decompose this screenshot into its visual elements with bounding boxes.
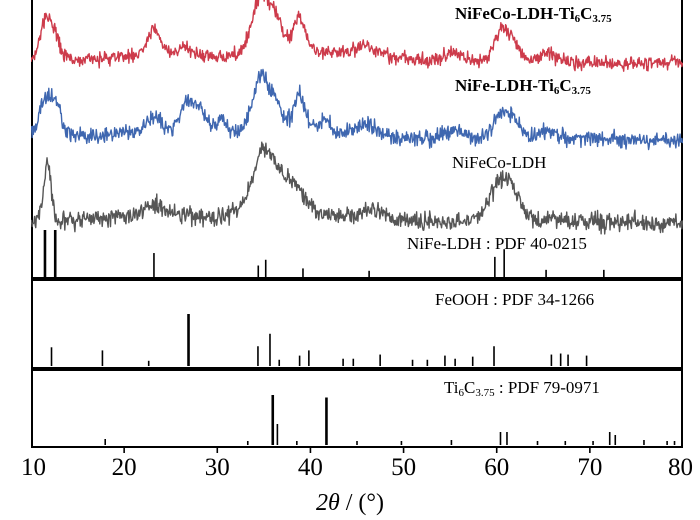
feooh-panel-frame	[31, 279, 683, 369]
stick-pattern-feooh	[50, 314, 588, 366]
trace-line-0	[31, 0, 683, 72]
xrd-traces	[31, 0, 683, 235]
x-tick-label-70: 70	[577, 454, 603, 481]
axis-title-prefix: 2	[315, 490, 328, 516]
trace-label-nifeco-ldh: NiFeCo-LDH	[452, 153, 546, 173]
label-text: C	[580, 4, 593, 23]
reference-label-nife-ldh: NiFe-LDH : PDF 40-0215	[407, 234, 587, 253]
reference-label-ti6c375: Ti6C3.75 : PDF 79-0971	[444, 378, 600, 399]
label-subscript: 6	[458, 387, 465, 399]
label-subscript: 6	[574, 13, 581, 25]
trace-label-nife-ldh-ti6c375: NiFe-LDH-Ti6C3.75	[455, 76, 591, 97]
x-tick-label-30: 30	[204, 454, 230, 481]
x-tick-label-10: 10	[21, 454, 46, 481]
label-text: : PDF 79-0971	[494, 378, 600, 397]
tic-panel-frame	[31, 369, 683, 448]
trace-label-nifeco-ldh-ti6c375: NiFeCo-LDH-Ti6C3.75	[455, 4, 612, 25]
x-tick-label-20: 20	[111, 454, 137, 481]
x-tick-label-50: 50	[391, 454, 417, 481]
x-axis-title: 2θ / (°)	[0, 490, 700, 517]
label-text: NiFeCo-LDH	[452, 153, 547, 172]
label-subscript: 6	[553, 85, 560, 97]
label-subscript: 3.75	[475, 387, 495, 399]
x-tick-label-60: 60	[484, 454, 510, 481]
label-text: Ti	[444, 378, 459, 397]
trace-line-2	[31, 141, 683, 235]
reference-label-feooh: FeOOH : PDF 34-1266	[435, 290, 595, 309]
axis-title-suffix: / (°)	[339, 490, 385, 516]
label-text: NiFeCo-LDH-Ti	[455, 4, 575, 23]
label-subscript: 3.75	[592, 13, 612, 25]
x-tick-label-40: 40	[297, 454, 323, 481]
x-axis: 10 20 30 40 50 60 70 80 2θ / (°)	[0, 446, 700, 520]
label-text: C	[464, 378, 476, 397]
x-tick-label-80: 80	[668, 454, 693, 481]
label-text: NiFe-LDH-Ti	[455, 76, 554, 95]
label-text: C	[559, 76, 572, 95]
stick-pattern-nife-ldh	[43, 230, 605, 278]
label-subscript: 3.75	[571, 85, 591, 97]
axis-title-theta: θ	[327, 490, 340, 516]
x-axis-ticks	[123, 446, 591, 453]
stick-pattern-ti6c375	[104, 395, 676, 445]
trace-line-1	[31, 68, 683, 151]
